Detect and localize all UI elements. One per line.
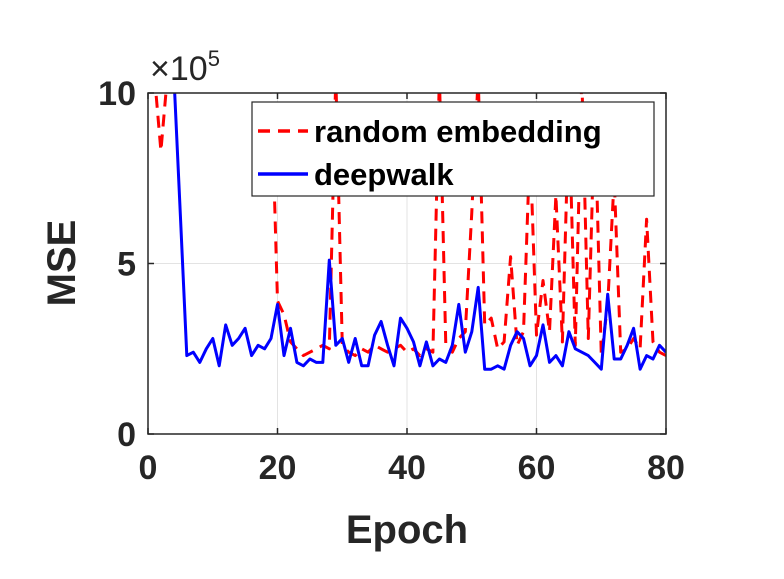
- series-layer: [154, 93, 666, 371]
- series-line-deepwalk: [173, 93, 666, 371]
- x-tick-label: 80: [647, 449, 685, 487]
- y-axis-label: MSE: [40, 220, 84, 307]
- x-axis-label: Epoch: [346, 508, 468, 552]
- x-tick-label: 40: [388, 449, 426, 487]
- legend: random embedding deepwalk: [251, 101, 655, 197]
- x-tick-label: 0: [139, 449, 158, 487]
- x-tick-label: 20: [259, 449, 297, 487]
- y-tick-label: 0: [117, 416, 136, 454]
- y-axis-multiplier: ×105: [150, 46, 220, 88]
- legend-label-random-embedding: random embedding: [314, 114, 602, 149]
- legend-box: [251, 101, 655, 197]
- axis-ticks: 0 20 40 60 80 0 5 10: [98, 75, 685, 487]
- legend-label-deepwalk: deepwalk: [314, 157, 454, 192]
- y-tick-label: 10: [98, 75, 136, 113]
- y-tick-label: 5: [117, 246, 136, 284]
- x-tick-label: 60: [518, 449, 556, 487]
